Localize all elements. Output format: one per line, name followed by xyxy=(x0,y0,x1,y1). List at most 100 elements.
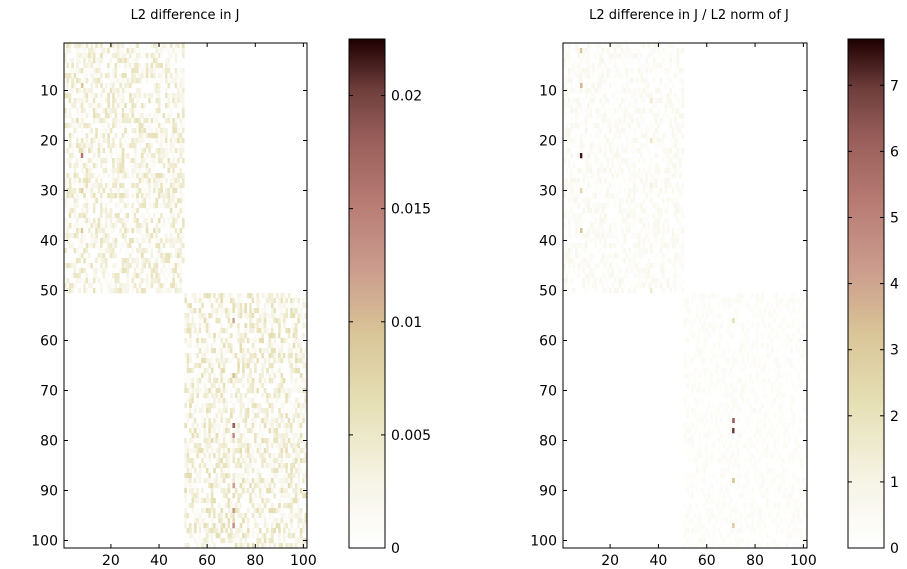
heatmap-cell xyxy=(275,533,279,539)
heatmap-cell xyxy=(155,178,159,184)
heatmap-cell xyxy=(263,438,267,444)
heatmap-cell xyxy=(133,238,137,244)
heatmap-cell xyxy=(249,293,252,299)
heatmap-cell xyxy=(143,203,147,209)
heatmap-cell xyxy=(230,348,233,354)
heatmap-cell xyxy=(90,243,94,249)
heatmap-cells xyxy=(64,43,308,549)
heatmap-cell xyxy=(95,178,98,184)
heatmap-cell xyxy=(153,43,156,49)
heatmap-cell xyxy=(179,258,183,264)
heatmap-cell xyxy=(647,233,651,239)
heatmap-cell xyxy=(579,218,583,224)
heatmap-cell xyxy=(107,173,111,179)
heatmap-cell xyxy=(160,73,163,79)
heatmap-cell xyxy=(210,448,214,454)
heatmap-cell xyxy=(128,43,132,49)
heatmap-cell xyxy=(625,113,629,119)
heatmap-cell xyxy=(95,173,98,179)
heatmap-cell xyxy=(133,128,137,134)
heatmap-cell xyxy=(114,278,118,284)
heatmap-cell xyxy=(671,48,675,54)
heatmap-cell xyxy=(201,488,204,494)
heatmap-cell xyxy=(76,133,79,139)
heatmap-cell xyxy=(213,398,216,404)
heatmap-cell xyxy=(618,183,622,189)
heatmap-cell xyxy=(167,73,171,79)
heatmap-cell xyxy=(299,488,303,494)
heatmap-cell xyxy=(662,223,665,229)
heatmap-cell xyxy=(198,323,202,329)
heatmap-cell xyxy=(165,58,168,64)
heatmap-cell xyxy=(577,123,581,129)
heatmap-cell xyxy=(263,303,267,309)
heatmap-cell xyxy=(189,358,192,364)
heatmap-cell xyxy=(579,73,583,79)
heatmap-cell xyxy=(177,113,180,119)
heatmap-cell xyxy=(275,368,279,374)
heatmap-cell xyxy=(201,498,204,504)
heatmap-cell xyxy=(275,473,279,479)
heatmap-cell xyxy=(297,358,301,364)
heatmap-cell xyxy=(124,268,127,274)
heatmap-cell xyxy=(112,223,115,229)
heatmap-cell xyxy=(114,43,118,49)
heatmap-cell xyxy=(174,288,178,294)
heatmap-cell xyxy=(83,193,86,199)
heatmap-cell xyxy=(645,218,648,224)
heatmap-cell xyxy=(68,58,72,64)
heatmap-cell xyxy=(88,233,91,239)
heatmap-cell xyxy=(645,183,648,189)
heatmap-cell xyxy=(596,168,600,174)
heatmap-cell xyxy=(239,528,243,534)
heatmap-cell xyxy=(217,403,221,409)
heatmap-cell xyxy=(234,353,238,359)
heatmap-cell xyxy=(136,53,139,59)
heatmap-cell xyxy=(155,118,159,124)
heatmap-cell xyxy=(268,418,272,424)
heatmap-cell xyxy=(280,308,284,314)
colorbar-gradient xyxy=(349,39,385,548)
heatmap-cell xyxy=(208,423,212,429)
heatmap-cell xyxy=(239,518,243,524)
heatmap-cell xyxy=(601,113,605,119)
heatmap-cell xyxy=(165,233,168,239)
heatmap-cell xyxy=(297,353,301,359)
heatmap-cell xyxy=(143,243,147,249)
heatmap-cell xyxy=(222,403,226,409)
heatmap-cell xyxy=(80,168,84,174)
heatmap-cell xyxy=(112,228,115,234)
heatmap-cell xyxy=(155,233,159,239)
heatmap-cell xyxy=(266,518,269,524)
heatmap-cell xyxy=(102,193,106,199)
heatmap-cell xyxy=(225,298,228,304)
heatmap-cell xyxy=(637,178,641,184)
heatmap-cell xyxy=(565,98,569,104)
heatmap-cell xyxy=(649,98,653,104)
heatmap-cell xyxy=(620,158,624,164)
heatmap-cell xyxy=(128,253,132,259)
heatmap-cell xyxy=(76,98,79,104)
heatmap-cell xyxy=(616,43,619,49)
heatmap-cell xyxy=(678,223,682,229)
heatmap-cell xyxy=(659,63,663,69)
heatmap-cell xyxy=(165,88,168,94)
heatmap-cell xyxy=(116,63,120,69)
heatmap-cell xyxy=(116,233,120,239)
heatmap-cell xyxy=(604,78,607,84)
heatmap-cell xyxy=(73,233,77,239)
heatmap-cell xyxy=(616,68,619,74)
heatmap-cell xyxy=(225,358,228,364)
heatmap-cell xyxy=(112,118,115,124)
heatmap-cell xyxy=(73,103,77,109)
heatmap-cell xyxy=(85,243,89,249)
heatmap-cell xyxy=(282,408,286,414)
heatmap-cell xyxy=(577,108,581,114)
heatmap-cell xyxy=(136,223,139,229)
heatmap-cell xyxy=(575,243,578,249)
heatmap-cell xyxy=(179,273,183,279)
heatmap-cell xyxy=(114,288,118,294)
heatmap-cell xyxy=(191,323,195,329)
heatmap-cell xyxy=(172,213,175,219)
heatmap-cell xyxy=(155,78,159,84)
